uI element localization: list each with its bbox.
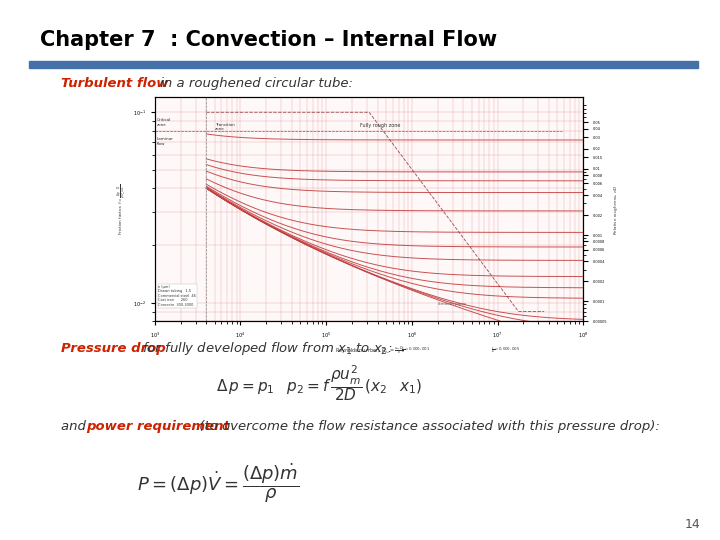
Text: for fully developed flow from $x_1$ to $x_2$:: for fully developed flow from $x_1$ to $… xyxy=(142,340,392,357)
Text: and: and xyxy=(61,420,90,433)
Y-axis label: Friction factor, $f = \frac{\Delta p}{\rho u_m^2 / 2} \frac{D}{L}$: Friction factor, $f = \frac{\Delta p}{\r… xyxy=(115,184,129,235)
Text: e (μm)
Drawn tubing   1.5
Commercial steel  46
Cast iron      260
Concrete  300-: e (μm) Drawn tubing 1.5 Commercial steel… xyxy=(158,285,197,307)
Text: Laminar
flow: Laminar flow xyxy=(157,137,174,146)
Text: $\Delta\,p = p_1 \;\;\; p_2 = f\,\dfrac{\rho u_m^2}{2D}\,(x_2 \;\;\; x_1)$: $\Delta\,p = p_1 \;\;\; p_2 = f\,\dfrac{… xyxy=(216,363,422,403)
Text: Critical
zone: Critical zone xyxy=(157,118,171,127)
Text: in a roughened circular tube:: in a roughened circular tube: xyxy=(156,77,354,90)
Text: (to overcome the flow resistance associated with this pressure drop):: (to overcome the flow resistance associa… xyxy=(195,420,660,433)
Text: Turbulent flow: Turbulent flow xyxy=(61,77,168,90)
Text: Pressure drop: Pressure drop xyxy=(61,342,166,355)
Text: power requirement: power requirement xyxy=(86,420,230,433)
Bar xyxy=(29,61,698,68)
Y-axis label: Relative roughness, $\varepsilon/D$: Relative roughness, $\varepsilon/D$ xyxy=(612,184,620,235)
Text: Chapter 7  : Convection – Internal Flow: Chapter 7 : Convection – Internal Flow xyxy=(40,30,497,51)
Text: Transition
zone: Transition zone xyxy=(215,123,235,131)
Text: $\frac{\epsilon}{D}=0.000,001$: $\frac{\epsilon}{D}=0.000,001$ xyxy=(401,345,431,355)
Text: Smooth pipes: Smooth pipes xyxy=(438,301,466,306)
X-axis label: Reynolds number, $R_{e_D} = \frac{u_m D}{\nu}$: Reynolds number, $R_{e_D} = \frac{u_m D}… xyxy=(335,344,403,356)
Text: 14: 14 xyxy=(685,518,701,531)
Text: Fully rough zone: Fully rough zone xyxy=(360,123,400,128)
Text: $P = (\Delta p)\dot{V} = \dfrac{(\Delta p)\dot{m}}{\rho}$: $P = (\Delta p)\dot{V} = \dfrac{(\Delta … xyxy=(137,461,300,505)
Text: $\frac{\epsilon}{D}=0.000,005$: $\frac{\epsilon}{D}=0.000,005$ xyxy=(491,345,521,355)
